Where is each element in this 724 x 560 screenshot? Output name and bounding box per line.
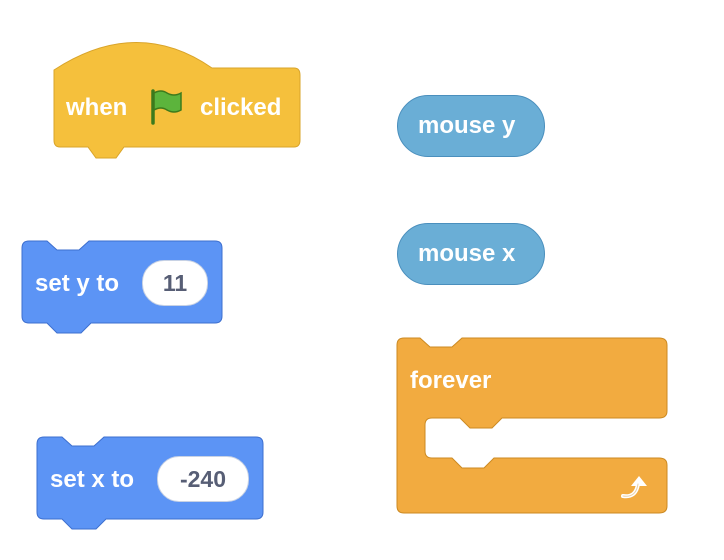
set-x-value-input[interactable]: -240 [157, 456, 249, 502]
set-y-to-block[interactable]: set y to 11 [21, 240, 225, 340]
forever-block[interactable]: forever [396, 337, 672, 519]
mouse-y-reporter[interactable]: mouse y [397, 95, 545, 157]
set-y-label: set y to [35, 270, 120, 297]
set-x-to-block[interactable]: set x to -240 [36, 436, 268, 536]
mouse-x-reporter[interactable]: mouse x [397, 223, 545, 285]
forever-label: forever [410, 367, 492, 394]
loop-arrow-icon [618, 472, 652, 502]
mouse-x-label: mouse x [418, 240, 516, 267]
mouse-y-label: mouse y [418, 112, 516, 139]
green-flag-icon [148, 88, 184, 126]
set-x-label: set x to [50, 466, 135, 493]
when-flag-clicked-block[interactable]: when clicked [52, 38, 304, 162]
when-label: when [66, 94, 128, 121]
clicked-label: clicked [200, 94, 282, 121]
forever-block-shape [396, 337, 668, 514]
set-y-value-input[interactable]: 11 [142, 260, 208, 306]
